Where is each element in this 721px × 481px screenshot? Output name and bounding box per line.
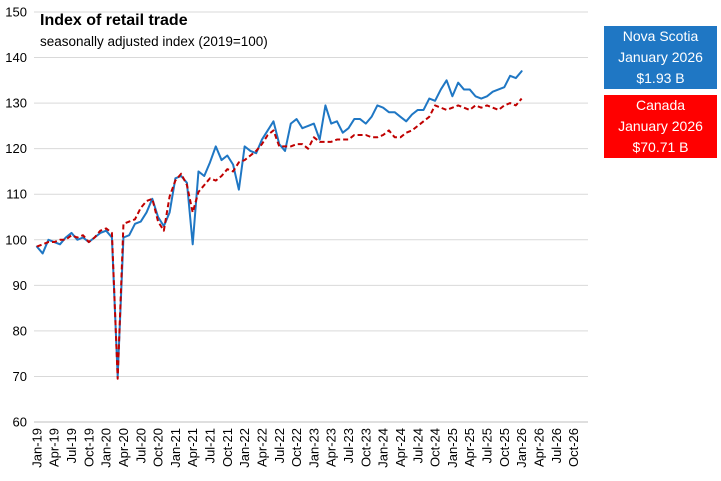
y-tick-label-140: 140 xyxy=(5,50,27,65)
x-tick-label-Jul-25: Jul-25 xyxy=(480,428,495,463)
x-tick-label-Oct-22: Oct-22 xyxy=(289,428,304,467)
legend-nova-scotia-name: Nova Scotia xyxy=(622,28,699,44)
y-tick-label-110: 110 xyxy=(6,187,27,202)
x-tick-label-Oct-20: Oct-20 xyxy=(151,428,166,467)
x-tick-label-Jan-25: Jan-25 xyxy=(445,428,460,468)
x-tick-label-Jan-20: Jan-20 xyxy=(99,428,114,468)
y-tick-label-130: 130 xyxy=(5,96,27,111)
y-tick-label-60: 60 xyxy=(13,415,27,430)
series-line-canada xyxy=(36,97,523,380)
x-tick-label-Oct-19: Oct-19 xyxy=(81,428,96,467)
x-tick-label-Jan-24: Jan-24 xyxy=(376,428,391,468)
legend-nova-scotia: Nova Scotia January 2026 $1.93 B xyxy=(604,26,717,89)
legend-canada-period: January 2026 xyxy=(618,118,703,134)
x-tick-label-Oct-24: Oct-24 xyxy=(428,428,443,467)
x-tick-label-Oct-21: Oct-21 xyxy=(220,428,235,467)
y-tick-label-80: 80 xyxy=(13,323,27,338)
x-tick-label-Apr-26: Apr-26 xyxy=(531,428,546,467)
x-tick-label-Jan-23: Jan-23 xyxy=(306,428,321,468)
x-tick-label-Jan-21: Jan-21 xyxy=(168,428,183,468)
legend-nova-scotia-value: $1.93 B xyxy=(636,70,685,86)
y-tick-label-150: 150 xyxy=(5,5,27,20)
x-tick-label-Jul-23: Jul-23 xyxy=(341,428,356,463)
x-tick-label-Apr-25: Apr-25 xyxy=(462,428,477,467)
chart-title: Index of retail trade xyxy=(40,12,188,29)
x-tick-label-Apr-23: Apr-23 xyxy=(324,428,339,467)
x-tick-label-Oct-23: Oct-23 xyxy=(358,428,373,467)
x-tick-label-Jul-24: Jul-24 xyxy=(410,428,425,463)
y-tick-label-90: 90 xyxy=(13,278,27,293)
x-tick-label-Oct-26: Oct-26 xyxy=(566,428,581,467)
y-tick-label-100: 100 xyxy=(5,232,27,247)
legend-canada: Canada January 2026 $70.71 B xyxy=(604,95,717,158)
x-tick-label-Oct-25: Oct-25 xyxy=(497,428,512,467)
x-tick-label-Apr-19: Apr-19 xyxy=(47,428,62,467)
x-tick-label-Jul-20: Jul-20 xyxy=(133,428,148,463)
legend-canada-value: $70.71 B xyxy=(632,139,689,155)
legend-canada-name: Canada xyxy=(635,97,686,113)
x-tick-label-Jul-21: Jul-21 xyxy=(203,428,218,463)
x-tick-label-Apr-22: Apr-22 xyxy=(254,428,269,467)
x-tick-label-Apr-20: Apr-20 xyxy=(116,428,131,467)
x-tick-label-Jul-22: Jul-22 xyxy=(272,428,287,463)
y-tick-label-120: 120 xyxy=(5,141,27,156)
x-tick-label-Jul-19: Jul-19 xyxy=(64,428,79,463)
x-tick-label-Jan-22: Jan-22 xyxy=(237,428,252,468)
y-tick-label-70: 70 xyxy=(13,369,27,384)
legend-nova-scotia-period: January 2026 xyxy=(618,49,703,65)
chart-subtitle: seasonally adjusted index (2019=100) xyxy=(40,34,268,49)
x-tick-label-Apr-24: Apr-24 xyxy=(393,428,408,467)
x-tick-label-Jul-26: Jul-26 xyxy=(549,428,564,463)
x-tick-label-Jan-26: Jan-26 xyxy=(514,428,529,468)
x-tick-label-Jan-19: Jan-19 xyxy=(29,428,44,468)
x-tick-label-Apr-21: Apr-21 xyxy=(185,428,200,467)
